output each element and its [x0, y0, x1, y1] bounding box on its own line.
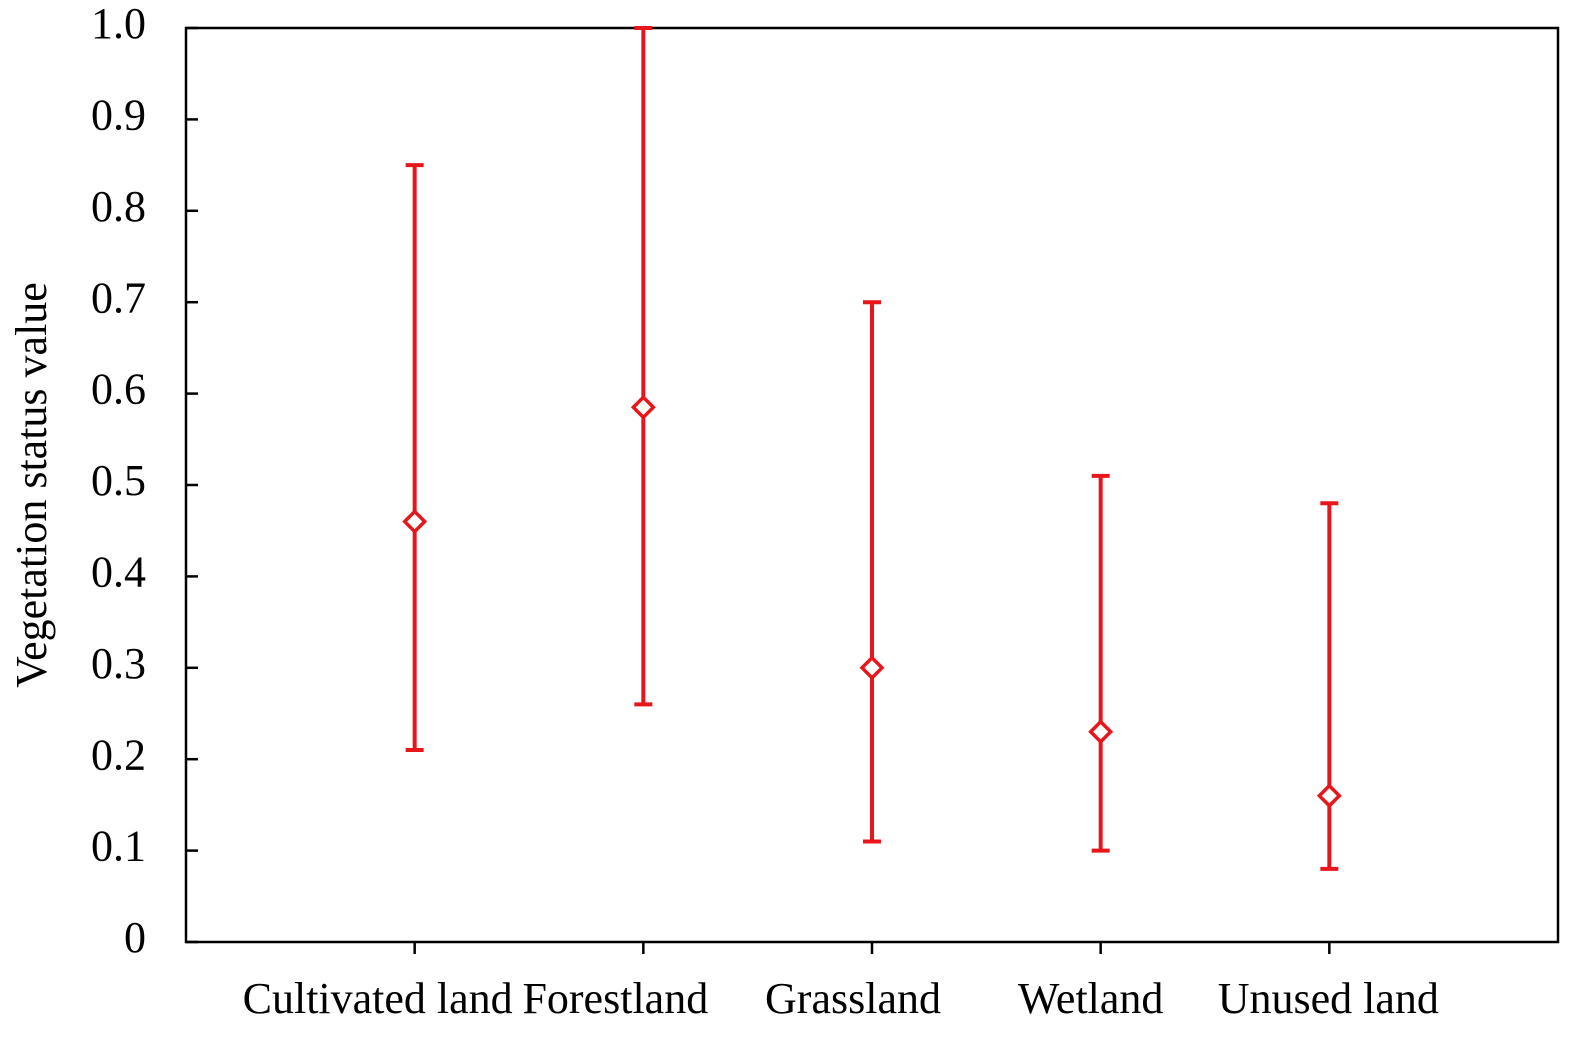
mean-marker: [1316, 783, 1342, 809]
x-tick-label: Cultivated land: [243, 974, 513, 1023]
x-tick-label: Unused land: [1218, 974, 1439, 1023]
y-tick-label: 0.4: [91, 547, 146, 596]
y-axis-label: Vegetation status value: [7, 282, 56, 688]
y-tick-label: 0.8: [91, 182, 146, 231]
y-tick-label: 0.6: [91, 365, 146, 414]
y-tick-label: 0.1: [91, 822, 146, 871]
x-tick-label: Wetland: [1018, 974, 1164, 1023]
y-tick-label: 1.0: [91, 0, 146, 48]
mean-marker: [859, 655, 885, 681]
x-tick-label: Grassland: [765, 974, 941, 1023]
y-tick-label: 0.7: [91, 273, 146, 322]
y-tick-label: 0.5: [91, 456, 146, 505]
y-tick-label: 0.3: [91, 639, 146, 688]
y-tick-label: 0: [124, 913, 146, 962]
y-tick-label: 0.9: [91, 90, 146, 139]
mean-marker: [1088, 719, 1114, 745]
mean-marker: [630, 394, 656, 420]
mean-marker: [402, 509, 428, 535]
y-tick-label: 0.2: [91, 730, 146, 779]
x-tick-label: Forestland: [522, 974, 708, 1023]
